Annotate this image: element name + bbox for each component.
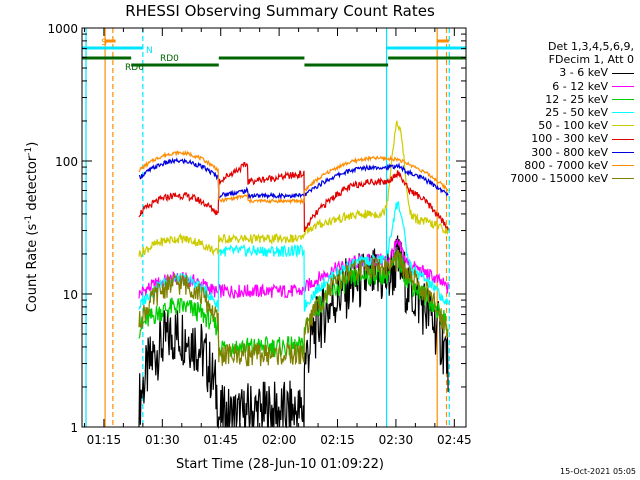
legend-swatch <box>612 151 634 153</box>
flag-label: RD0 <box>160 54 179 64</box>
legend-header-line-1: Det 1,3,4,5,6,9, <box>547 40 634 53</box>
legend-swatch <box>612 72 634 74</box>
y-axis-label: Count Rate (s-1 detector-1) <box>24 142 40 313</box>
legend-swatch <box>612 98 634 100</box>
legend-entry: 800 - 7000 keV <box>498 159 634 172</box>
x-tick-label: 01:30 <box>145 433 180 447</box>
legend-entry: 300 - 800 keV <box>498 146 634 159</box>
legend-entry: 6 - 12 keV <box>498 80 634 93</box>
flag-label: N <box>146 46 153 56</box>
legend-entry-label: 300 - 800 keV <box>531 145 608 159</box>
series-lines <box>138 120 449 429</box>
legend-swatch <box>612 178 634 180</box>
y-tick-label: 10 <box>63 288 78 302</box>
legend-swatch <box>612 125 634 127</box>
legend-entry: 100 - 300 keV <box>498 132 634 145</box>
legend: Det 1,3,4,5,6,9, FDecim 1, Att 0 3 - 6 k… <box>498 40 634 185</box>
legend-entry-label: 6 - 12 keV <box>552 79 608 93</box>
series-line <box>138 249 449 367</box>
legend-entry: 7000 - 15000 keV <box>498 172 634 185</box>
legend-entry: 12 - 25 keV <box>498 93 634 106</box>
chart-title: RHESSI Observing Summary Count Rates <box>125 2 435 20</box>
legend-swatch <box>612 164 634 166</box>
legend-entry-label: 25 - 50 keV <box>545 106 608 120</box>
x-axis-label: Start Time (28-Jun-10 01:09:22) <box>176 457 384 472</box>
legend-entry-label: 7000 - 15000 keV <box>510 172 608 186</box>
axes: 01:15 01:30 01:45 02:00 02:15 02:30 02:45 1 10 10… <box>47 22 471 447</box>
legend-entry: 3 - 6 keV <box>498 66 634 79</box>
legend-swatch <box>612 112 634 114</box>
plot-frame <box>81 27 467 428</box>
y-tick-label: 100 <box>55 155 78 169</box>
x-tick-label: 02:00 <box>262 433 297 447</box>
y-tick-label: 1000 <box>47 22 78 36</box>
x-tick-label: 02:45 <box>437 433 472 447</box>
legend-swatch <box>612 138 634 140</box>
legend-swatch <box>612 85 634 87</box>
legend-entry: 25 - 50 keV <box>498 106 634 119</box>
series-line <box>138 201 449 312</box>
series-line <box>138 238 449 299</box>
x-tick-label: 02:30 <box>379 433 414 447</box>
x-tick-label: 01:15 <box>87 433 122 447</box>
series-line <box>138 157 449 201</box>
legend-entry-label: 100 - 300 keV <box>531 132 608 146</box>
flag-label: S <box>101 38 107 48</box>
observing-flags: S N RD0 RD6 <box>82 28 466 427</box>
x-tick-label: 02:15 <box>320 433 355 447</box>
footer-date: 15-Oct-2021 05:05 <box>560 467 636 476</box>
series-line <box>138 149 449 205</box>
legend-header-line-2: FDecim 1, Att 0 <box>548 53 634 67</box>
legend-entry-label: 50 - 100 keV <box>538 119 608 133</box>
y-tick-label: 1 <box>70 421 78 435</box>
flag-label: RD6 <box>125 63 144 73</box>
legend-entry-label: 12 - 25 keV <box>545 92 608 106</box>
legend-entry-label: 3 - 6 keV <box>559 66 608 80</box>
legend-entry-label: 800 - 7000 keV <box>524 158 608 172</box>
series-line <box>138 120 449 259</box>
legend-entry: 50 - 100 keV <box>498 119 634 132</box>
x-tick-label: 01:45 <box>203 433 238 447</box>
series-line <box>138 161 449 233</box>
